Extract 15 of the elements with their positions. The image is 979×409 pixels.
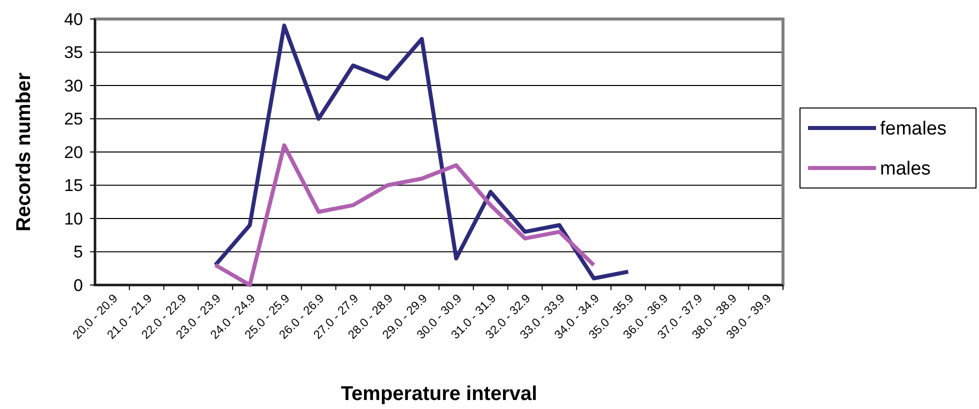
y-tick-label: 5: [74, 242, 83, 262]
y-tick-label: 40: [64, 10, 83, 29]
x-axis-title: Temperature interval: [340, 383, 538, 405]
line-series: [213, 143, 596, 287]
y-tick-label: 35: [64, 43, 83, 62]
y-tick-label: 0: [74, 276, 83, 295]
line-series: [213, 24, 630, 280]
y-tick-label: 20: [64, 142, 83, 162]
y-tick-label: 10: [64, 209, 83, 228]
y-tick-label: 15: [64, 176, 83, 196]
legend-label: females: [880, 118, 947, 140]
legend-label: males: [880, 158, 931, 180]
y-axis-title: Records number: [13, 72, 35, 232]
y-tick-label: 25: [64, 110, 83, 129]
y-tick-label: 30: [64, 76, 83, 96]
